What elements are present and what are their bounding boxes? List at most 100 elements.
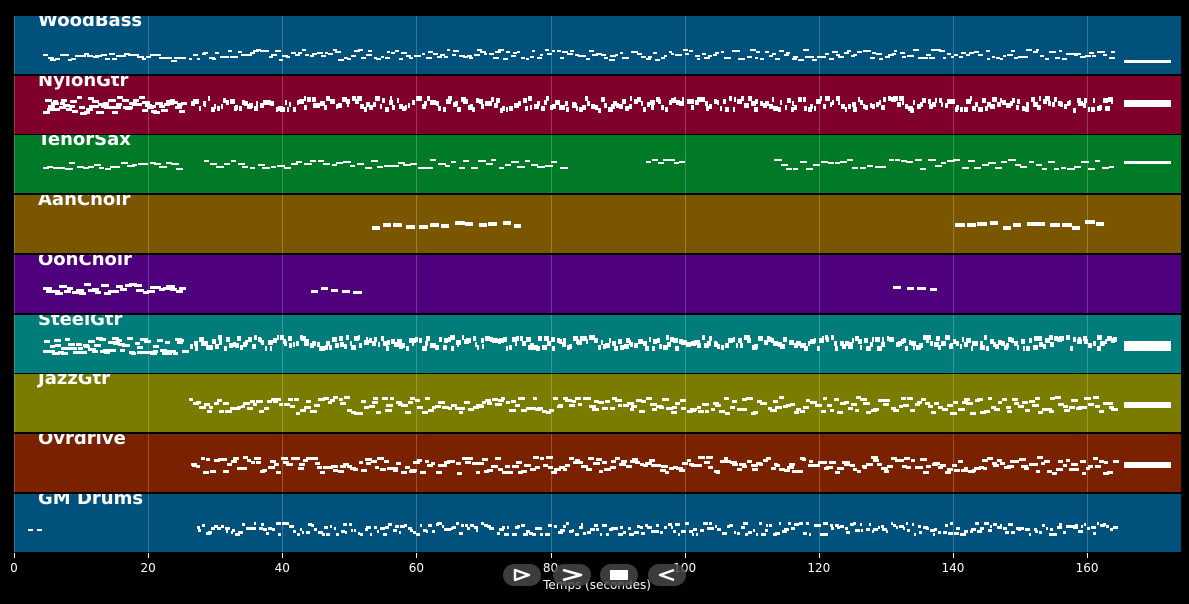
midi-note [881,399,889,403]
midi-note [1018,56,1024,59]
midi-note [1082,103,1086,109]
midi-note [659,531,663,535]
midi-note [902,55,907,58]
midi-note [610,460,617,464]
midi-note [803,532,808,536]
midi-note [512,336,517,342]
midi-note [288,524,294,528]
midi-note [304,96,307,102]
midi-note [328,344,333,350]
grid-line [550,16,552,74]
midi-note [1022,56,1029,59]
track-lane[interactable]: NylonGtr [14,75,1181,134]
midi-note [1100,524,1106,528]
midi-note [732,463,739,467]
grid-line [684,254,686,313]
rewind-button[interactable] [648,564,686,586]
midi-note [917,525,921,529]
midi-note [427,464,433,468]
midi-note [63,290,71,294]
track-lane[interactable]: AahChoir [14,195,1181,254]
grid-line [1087,374,1089,433]
midi-note [476,97,480,103]
midi-note [739,463,746,467]
midi-note [1008,336,1013,342]
midi-note [45,289,55,293]
midi-note [550,470,558,474]
midi-note [304,162,312,165]
fast-forward-button[interactable] [553,564,591,586]
midi-note [1058,403,1065,407]
midi-note [275,106,279,112]
midi-note [254,334,257,340]
play-button[interactable] [503,564,541,586]
midi-note [572,103,577,109]
midi-note [166,285,175,289]
midi-note [437,55,442,58]
midi-note [681,339,685,345]
midi-note [478,223,488,228]
midi-note [182,350,190,354]
midi-note [571,529,575,533]
track-lane[interactable]: TenorSax [14,135,1181,194]
midi-note [977,398,984,402]
midi-note [808,532,812,536]
midi-note [954,531,960,535]
track-lane[interactable]: SteelGtr [14,314,1181,373]
midi-note [481,401,486,405]
midi-note [417,96,423,102]
midi-note [316,466,322,470]
midi-note [339,401,346,405]
midi-note [534,465,541,469]
track-lane[interactable]: GM Drums [14,493,1181,552]
midi-note [385,345,390,351]
midi-note [905,521,909,525]
stop-button[interactable] [600,564,638,586]
midi-note [753,529,756,533]
midi-note [500,107,504,113]
midi-note [933,401,939,405]
midi-note [918,465,923,469]
track-lane[interactable]: WoodBass [14,16,1181,74]
midi-note [369,337,373,343]
midi-note [704,342,709,348]
midi-note [725,411,730,415]
midi-note [191,464,198,468]
midi-note [440,464,447,468]
midi-note [729,523,734,527]
midi-note [698,456,705,460]
midi-note [1068,467,1075,471]
midi-note [569,529,574,533]
grid-line [818,493,820,552]
midi-note [296,533,301,537]
midi-note [668,50,672,53]
midi-note [577,340,582,346]
midi-note [697,96,700,102]
track-lane[interactable]: OohChoir [14,254,1181,313]
midi-note [792,168,798,170]
midi-note [248,336,253,342]
midi-note [723,397,730,401]
midi-note [200,456,206,460]
midi-note [289,405,296,409]
midi-note [1015,105,1020,111]
midi-note [787,522,791,525]
midi-note [779,468,786,472]
midi-note [247,407,253,411]
midi-note [1002,527,1007,531]
midi-note [101,54,107,57]
midi-note [953,468,961,472]
midi-note [690,407,697,411]
midi-note [663,344,668,350]
track-lane[interactable]: JazzGtr [14,374,1181,433]
midi-note [425,460,430,464]
midi-note [412,99,415,105]
midi-note [961,51,967,54]
midi-note [263,528,267,532]
track-lane[interactable]: Ovrdrive [14,433,1181,492]
midi-note [638,338,643,344]
midi-note [376,411,382,415]
midi-note [249,167,255,170]
midi-note [882,527,887,531]
midi-note [97,103,104,107]
